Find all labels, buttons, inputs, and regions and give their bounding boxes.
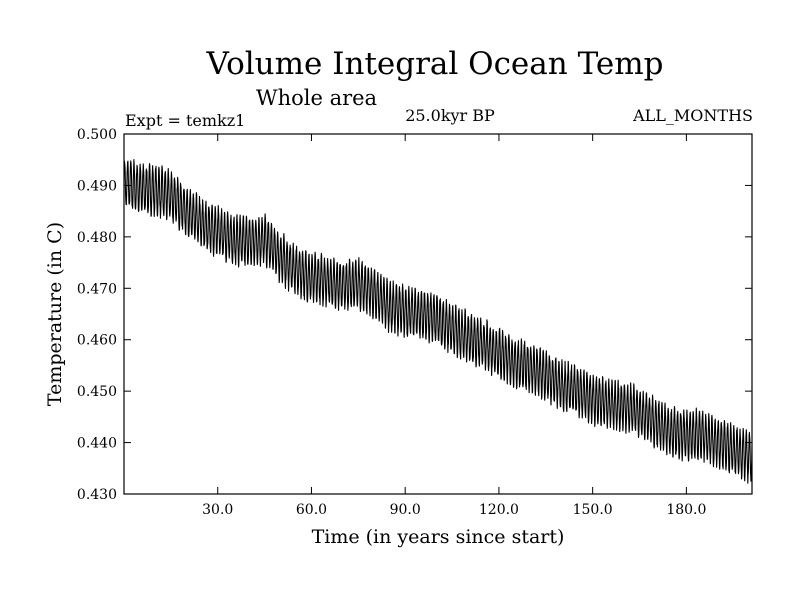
months-label: ALL_MONTHS (633, 106, 753, 125)
y-tick-label: 0.470 (77, 281, 117, 297)
y-tick-label: 0.430 (77, 487, 117, 503)
y-tick-label: 0.500 (77, 127, 117, 143)
x-tick-label: 60.0 (296, 502, 327, 518)
x-tick-label: 150.0 (573, 502, 613, 518)
y-tick-label: 0.450 (77, 384, 117, 400)
plot-marks (124, 159, 752, 484)
y-tick-label: 0.480 (77, 230, 117, 246)
y-tick-label: 0.490 (77, 178, 117, 194)
y-tick-label: 0.460 (77, 333, 117, 349)
x-tick-label: 120.0 (479, 502, 519, 518)
period-label: 25.0kyr BP (405, 106, 495, 125)
series-line (124, 159, 752, 484)
x-tick-label: 30.0 (202, 502, 233, 518)
axes: 30.0 60.0 90.0 120.0 150.0 180.0 0.430 0.440 0.4… (77, 127, 752, 518)
x-tick-label: 180.0 (666, 502, 706, 518)
chart-title: Volume Integral Ocean Temp (206, 46, 664, 82)
x-tick-label: 90.0 (390, 502, 421, 518)
chart-subtitle: Whole area (256, 86, 378, 110)
experiment-label: Expt = temkz1 (125, 111, 246, 130)
plot-frame (123, 133, 753, 495)
x-axis-label: Time (in years since start) (311, 526, 565, 548)
y-tick-label: 0.440 (77, 436, 117, 452)
